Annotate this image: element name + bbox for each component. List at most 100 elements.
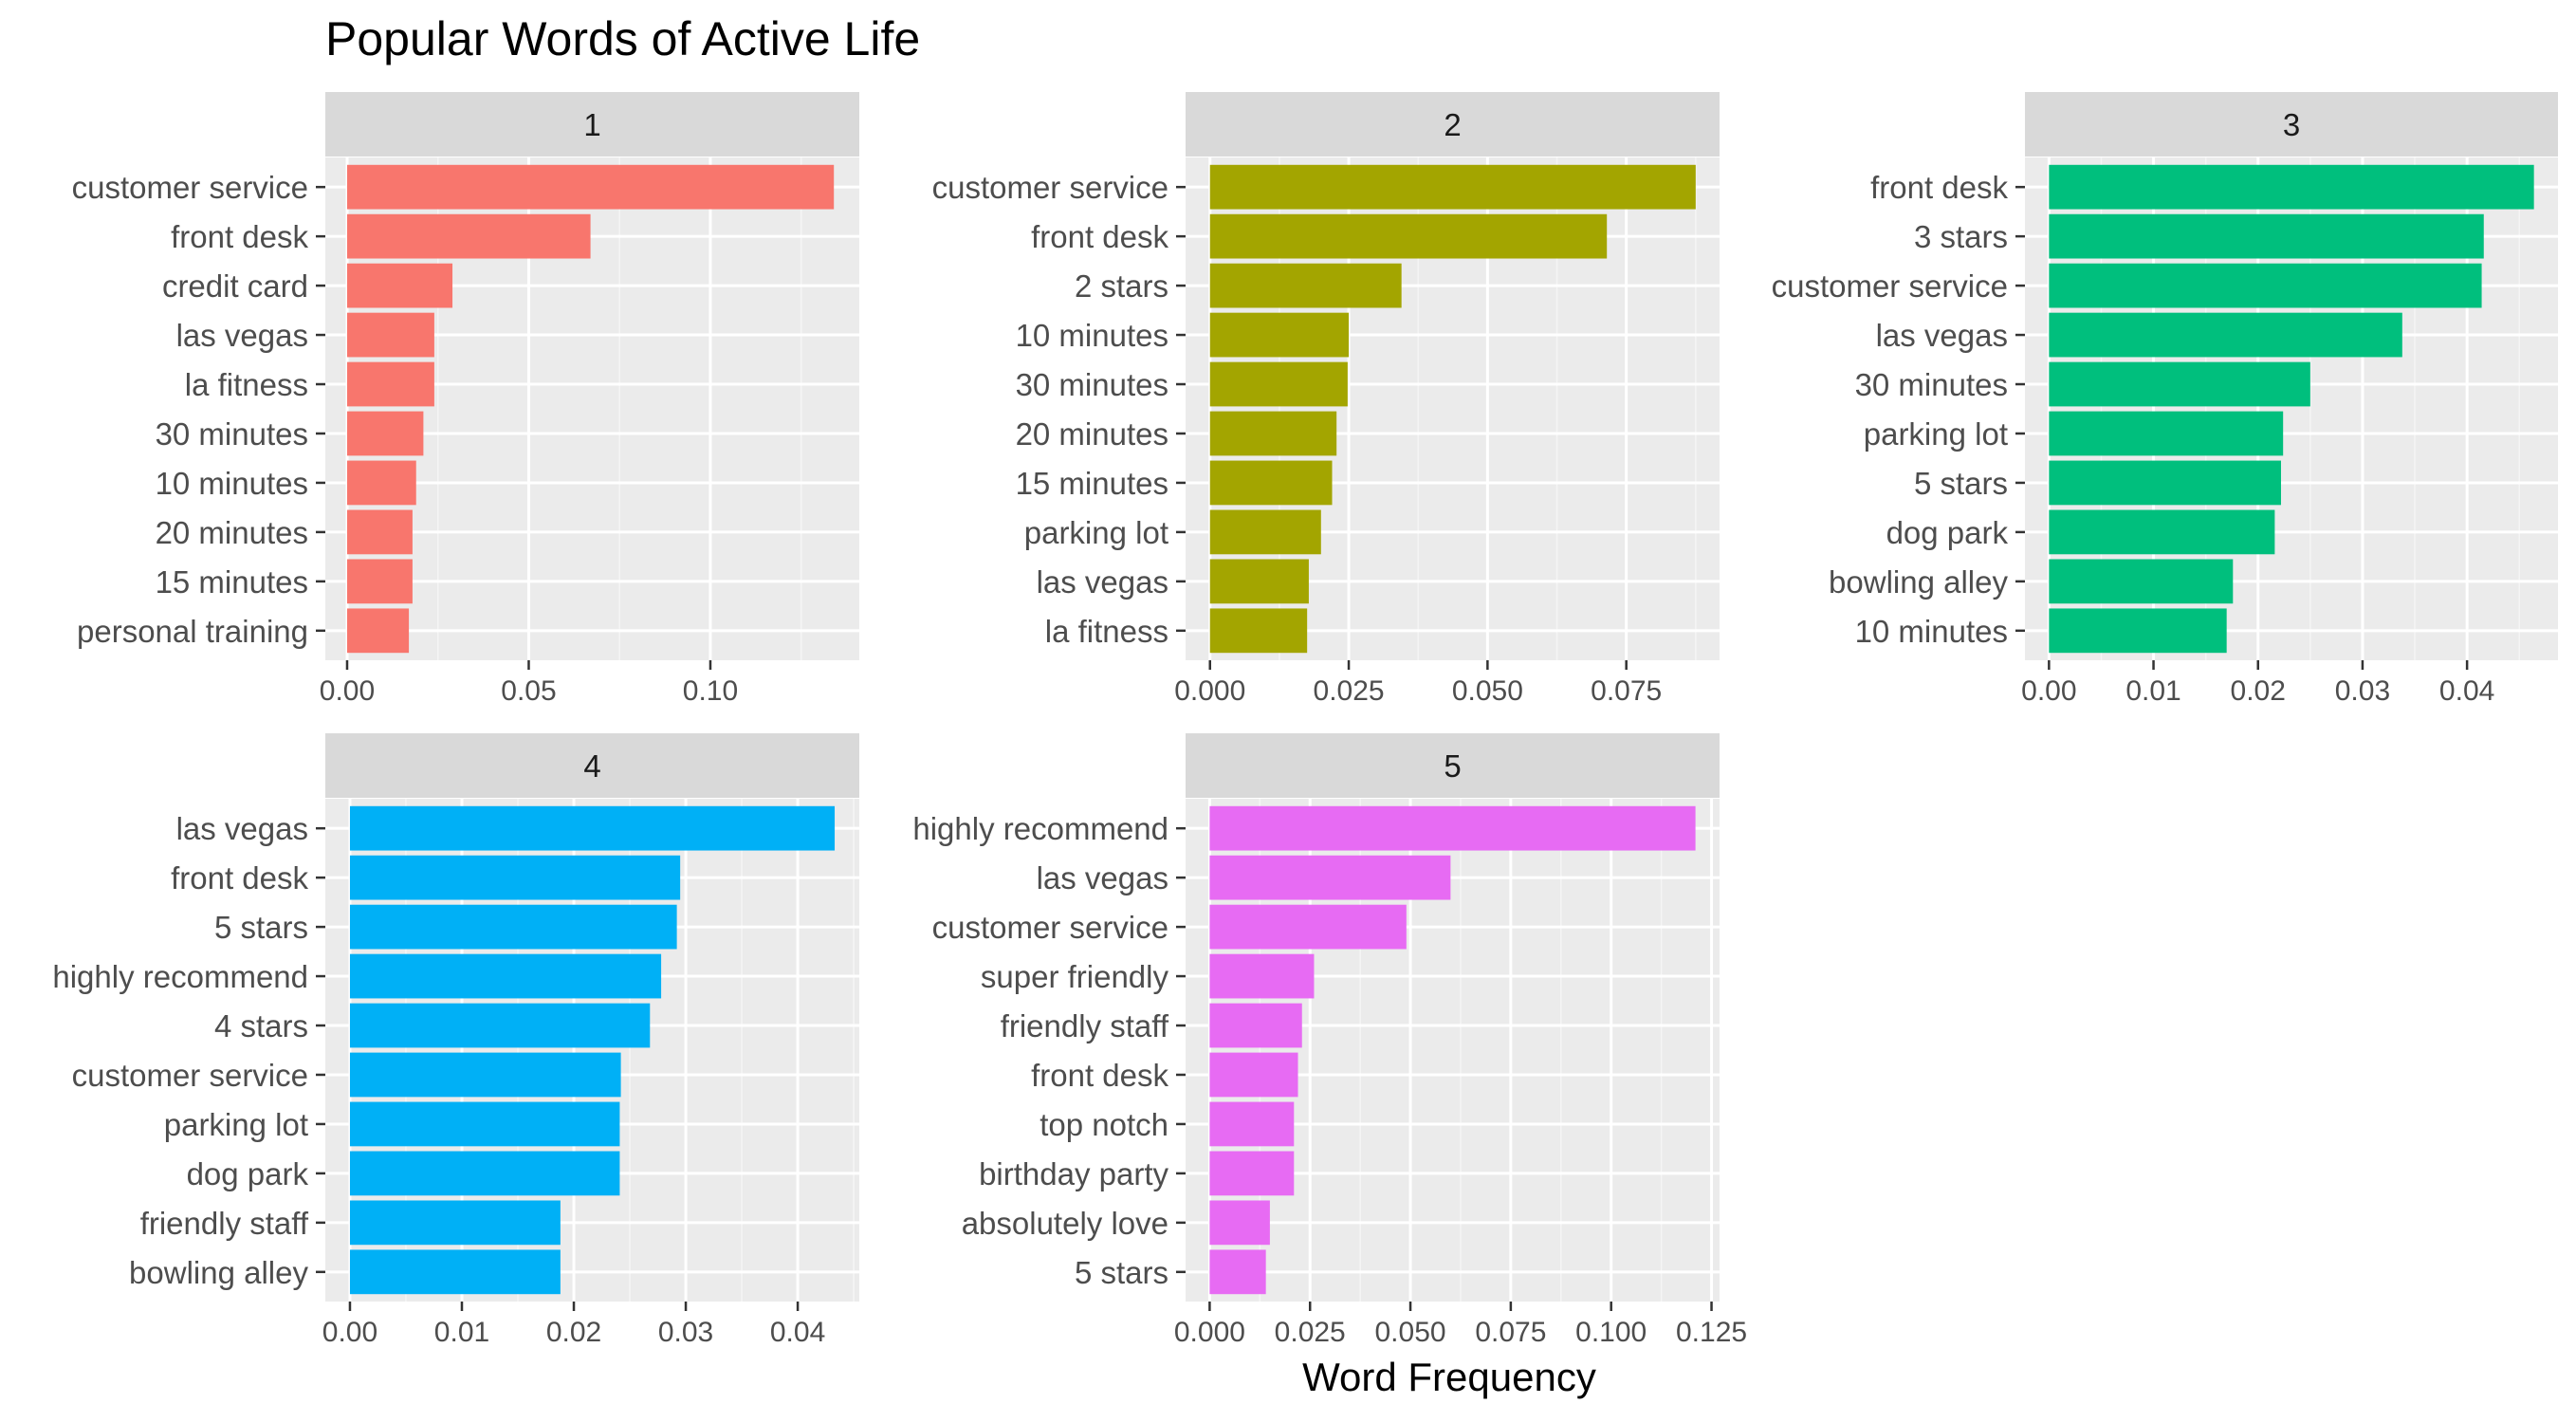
bar-highly-recommend bbox=[349, 953, 662, 999]
bar-parking-lot bbox=[349, 1101, 620, 1147]
bar-10-minutes bbox=[1209, 312, 1350, 358]
x-tick-label: 0.00 bbox=[320, 675, 375, 707]
facet-panel-4: 4 las vegas front desk 5 stars highly recomm… bbox=[52, 733, 859, 1348]
category-label: customer service bbox=[72, 170, 308, 205]
x-tick-label: 0.01 bbox=[434, 1317, 489, 1348]
x-tick-label: 0.02 bbox=[2231, 675, 2286, 707]
category-label: 30 minutes bbox=[1016, 367, 1168, 402]
category-label: las vegas bbox=[1037, 860, 1168, 896]
x-tick-label: 0.025 bbox=[1275, 1317, 1346, 1348]
bar-15-minutes bbox=[1209, 460, 1333, 506]
bar-super-friendly bbox=[1209, 953, 1315, 999]
bar-customer-service bbox=[1209, 904, 1407, 950]
facet-strip-label: 5 bbox=[1444, 748, 1461, 784]
category-label: friendly staff bbox=[1001, 1008, 1169, 1043]
bar-las-vegas bbox=[346, 312, 434, 358]
bar-front-desk bbox=[346, 213, 591, 259]
facet-panel-5: 5 highly recommend las vegas customer servi… bbox=[912, 733, 1747, 1348]
category-label: front desk bbox=[171, 860, 308, 896]
bar-5-stars bbox=[1209, 1249, 1266, 1295]
category-label: la fitness bbox=[185, 367, 308, 402]
x-tick-label: 0.075 bbox=[1475, 1317, 1546, 1348]
bar-top-notch bbox=[1209, 1101, 1295, 1147]
category-label: bowling alley bbox=[129, 1255, 308, 1290]
bar-parking-lot bbox=[2049, 411, 2284, 456]
category-label: birthday party bbox=[979, 1156, 1168, 1191]
category-label: las vegas bbox=[176, 318, 308, 353]
category-label: highly recommend bbox=[52, 959, 308, 994]
bar-front-desk bbox=[349, 855, 681, 900]
category-label: bowling alley bbox=[1829, 564, 2008, 600]
x-tick-label: 0.125 bbox=[1676, 1317, 1747, 1348]
bar-las-vegas bbox=[1209, 855, 1451, 900]
category-label: 2 stars bbox=[1075, 268, 1168, 304]
category-label: 3 stars bbox=[1914, 219, 2008, 254]
category-label: las vegas bbox=[1876, 318, 2008, 353]
x-tick-label: 0.04 bbox=[2439, 675, 2494, 707]
chart-title: Popular Words of Active Life bbox=[325, 12, 920, 65]
facet-panels: 1 customer service front desk credit card la… bbox=[52, 92, 2558, 1348]
category-label: front desk bbox=[171, 219, 308, 254]
category-label: 15 minutes bbox=[1016, 466, 1168, 501]
facet-strip bbox=[325, 733, 859, 798]
x-tick-label: 0.04 bbox=[770, 1317, 825, 1348]
bar-customer-service bbox=[1209, 164, 1696, 210]
x-tick-label: 0.075 bbox=[1591, 675, 1662, 707]
bar-parking-lot bbox=[1209, 509, 1321, 555]
bar-2-stars bbox=[1209, 263, 1402, 308]
bar-bowling-alley bbox=[349, 1249, 561, 1295]
category-label: las vegas bbox=[176, 811, 308, 846]
category-label: 10 minutes bbox=[156, 466, 308, 501]
bar-20-minutes bbox=[346, 509, 413, 555]
category-label: highly recommend bbox=[912, 811, 1168, 846]
bar-personal-training bbox=[346, 608, 410, 654]
category-label: las vegas bbox=[1037, 564, 1168, 600]
bar-la-fitness bbox=[1209, 608, 1308, 654]
bar-30-minutes bbox=[2049, 361, 2310, 407]
x-tick-label: 0.01 bbox=[2125, 675, 2180, 707]
category-label: 5 stars bbox=[1075, 1255, 1168, 1290]
category-label: 5 stars bbox=[214, 910, 308, 945]
bar-birthday-party bbox=[1209, 1151, 1295, 1196]
bar-5-stars bbox=[2049, 460, 2281, 506]
category-label: customer service bbox=[932, 170, 1168, 205]
category-label: friendly staff bbox=[140, 1206, 309, 1241]
bar-friendly-staff bbox=[349, 1200, 561, 1246]
bar-la-fitness bbox=[346, 361, 434, 407]
category-label: 4 stars bbox=[214, 1008, 308, 1043]
x-tick-label: 0.000 bbox=[1174, 675, 1245, 707]
bar-las-vegas bbox=[2049, 312, 2402, 358]
bar-las-vegas bbox=[1209, 559, 1309, 604]
bar-dog-park bbox=[349, 1151, 620, 1196]
bar-customer-service bbox=[349, 1052, 621, 1098]
x-tick-label: 0.100 bbox=[1575, 1317, 1647, 1348]
category-label: customer service bbox=[1772, 268, 2008, 304]
bar-front-desk bbox=[1209, 213, 1608, 259]
category-label: dog park bbox=[187, 1156, 309, 1191]
bar-10-minutes bbox=[346, 460, 416, 506]
bar-10-minutes bbox=[2049, 608, 2227, 654]
category-label: 20 minutes bbox=[156, 515, 308, 550]
bar-15-minutes bbox=[346, 559, 413, 604]
category-label: personal training bbox=[77, 614, 308, 649]
x-tick-label: 0.000 bbox=[1174, 1317, 1245, 1348]
category-label: 30 minutes bbox=[156, 416, 308, 452]
x-tick-label: 0.050 bbox=[1375, 1317, 1446, 1348]
bar-30-minutes bbox=[1209, 361, 1348, 407]
x-tick-label: 0.05 bbox=[501, 675, 556, 707]
x-tick-label: 0.050 bbox=[1452, 675, 1523, 707]
category-label: 20 minutes bbox=[1016, 416, 1168, 452]
bar-3-stars bbox=[2049, 213, 2484, 259]
bar-front-desk bbox=[2049, 164, 2534, 210]
bar-bowling-alley bbox=[2049, 559, 2234, 604]
bar-front-desk bbox=[1209, 1052, 1298, 1098]
category-label: parking lot bbox=[164, 1107, 308, 1142]
facet-strip-label: 1 bbox=[583, 107, 600, 142]
x-tick-label: 0.03 bbox=[2335, 675, 2390, 707]
category-label: 5 stars bbox=[1914, 466, 2008, 501]
category-label: absolutely love bbox=[962, 1206, 1168, 1241]
facet-strip-label: 4 bbox=[583, 748, 600, 784]
bar-absolutely-love bbox=[1209, 1200, 1270, 1246]
x-tick-label: 0.02 bbox=[546, 1317, 601, 1348]
